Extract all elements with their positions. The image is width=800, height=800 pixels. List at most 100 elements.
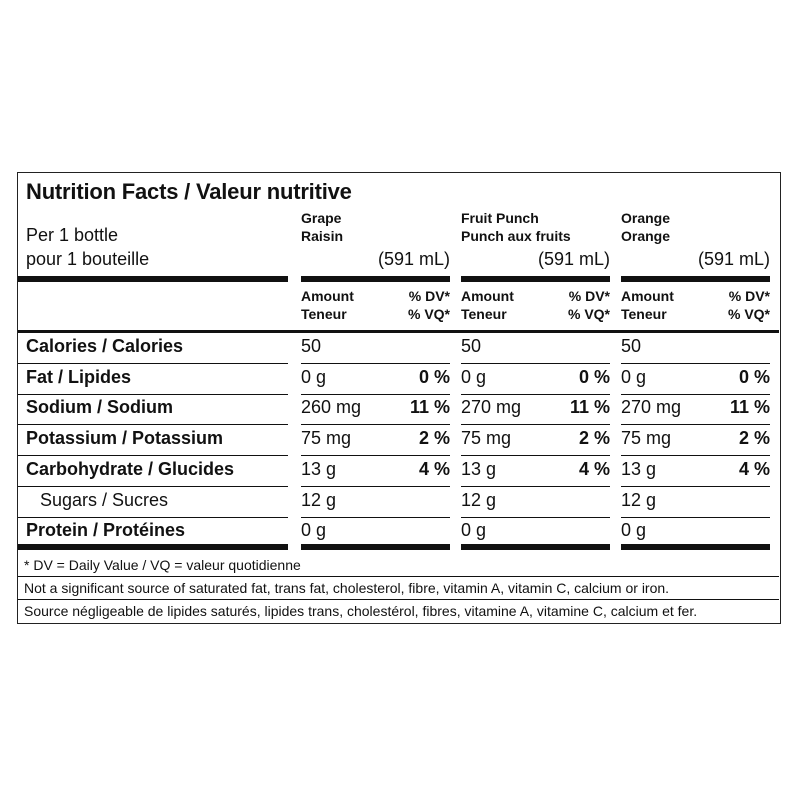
nutrient-dv-percent: 4 % xyxy=(621,459,770,480)
flavor-name-fr: Punch aux fruits xyxy=(461,228,571,244)
dv-percent-value: 2 % xyxy=(418,428,450,448)
dv-percent-value: 11 % xyxy=(569,397,610,417)
amount-header-fr: Teneur xyxy=(301,306,347,322)
nutrient-amount: 0 g xyxy=(301,367,327,387)
column-header-rule xyxy=(301,276,450,282)
dv-percent-value: 4 % xyxy=(738,459,770,479)
flavor-name-en: Fruit Punch xyxy=(461,210,539,226)
dv-percent-value: 11 % xyxy=(409,397,450,417)
flavor-volume: (591 mL) xyxy=(377,249,450,269)
row-divider xyxy=(301,455,450,456)
footnote-dv: * DV = Daily Value / VQ = valeur quotidi… xyxy=(24,557,301,573)
nutrient-dv-percent: 0 % xyxy=(621,367,770,388)
column-header-rule xyxy=(461,276,610,282)
nutrient-amount: 50 xyxy=(461,336,482,356)
row-divider xyxy=(301,363,450,364)
row-divider xyxy=(461,455,610,456)
nutrient-amount: 12 g xyxy=(461,490,497,510)
column-bottom-rule xyxy=(621,544,770,550)
footnote-fr: Source négligeable de lipides saturés, l… xyxy=(24,603,698,619)
left-bottom-rule xyxy=(18,544,288,550)
row-divider xyxy=(301,424,450,425)
dv-header-en: % DV* xyxy=(408,288,450,304)
row-divider xyxy=(461,363,610,364)
footnote-en: Not a significant source of saturated fa… xyxy=(24,580,670,596)
dv-percent-value: 4 % xyxy=(578,459,610,479)
row-divider xyxy=(621,424,770,425)
dv-percent-value: 11 % xyxy=(729,397,770,417)
nutrient-dv-percent: 2 % xyxy=(621,428,770,449)
nutrient-amount: 270 mg xyxy=(461,397,522,417)
column-bottom-rule xyxy=(301,544,450,550)
dv-header-fr: % VQ* xyxy=(567,306,610,322)
dv-header-en: % DV* xyxy=(568,288,610,304)
dv-header-fr: % VQ* xyxy=(407,306,450,322)
nutrient-amount: 260 mg xyxy=(301,397,362,417)
amount-header-en: Amount xyxy=(301,288,354,304)
amount-header-en: Amount xyxy=(621,288,674,304)
nutrient-label: Sugars / Sucres xyxy=(40,490,169,510)
nutrient-amount: 0 g xyxy=(461,520,487,540)
serving-size-fr: pour 1 bouteille xyxy=(26,249,150,269)
row-divider xyxy=(461,486,610,487)
dv-percent-value: 0 % xyxy=(578,367,610,387)
dv-percent-value: 0 % xyxy=(738,367,770,387)
row-divider xyxy=(621,455,770,456)
dv-percent-value: 0 % xyxy=(418,367,450,387)
nutrient-amount: 75 mg xyxy=(621,428,672,448)
nutrient-amount: 12 g xyxy=(301,490,337,510)
nutrient-amount: 75 mg xyxy=(461,428,512,448)
amount-header-fr: Teneur xyxy=(621,306,667,322)
flavor-volume: (591 mL) xyxy=(697,249,770,269)
column-header-rule xyxy=(621,276,770,282)
dv-header-fr: % VQ* xyxy=(727,306,770,322)
nutrient-dv-percent: 0 % xyxy=(301,367,450,388)
flavor-name-fr: Raisin xyxy=(301,228,344,244)
nutrient-top-rule xyxy=(18,330,779,333)
footnote-divider xyxy=(18,576,779,577)
nutrient-label: Protein / Protéines xyxy=(26,520,186,540)
row-divider xyxy=(18,486,288,487)
nutrient-label: Sodium / Sodium xyxy=(26,397,173,417)
row-divider xyxy=(621,363,770,364)
header-thick-rule xyxy=(18,276,288,282)
row-divider xyxy=(461,394,610,395)
row-divider xyxy=(301,486,450,487)
row-divider xyxy=(301,517,450,518)
serving-size-en: Per 1 bottle xyxy=(26,225,119,245)
nutrient-dv-percent: 4 % xyxy=(301,459,450,480)
amount-header-en: Amount xyxy=(461,288,514,304)
nutrient-dv-percent: 11 % xyxy=(301,397,450,418)
nutrient-amount: 13 g xyxy=(621,459,657,479)
nutrient-label: Calories / Calories xyxy=(26,336,184,356)
nutrient-label: Potassium / Potassium xyxy=(26,428,224,448)
row-divider xyxy=(621,486,770,487)
nutrient-dv-percent: 2 % xyxy=(461,428,610,449)
nutrient-amount: 0 g xyxy=(621,520,647,540)
nutrient-dv-percent: 11 % xyxy=(621,397,770,418)
dv-header-en: % DV* xyxy=(728,288,770,304)
row-divider xyxy=(621,517,770,518)
row-divider xyxy=(621,394,770,395)
row-divider xyxy=(461,424,610,425)
nutrient-amount: 0 g xyxy=(621,367,647,387)
column-bottom-rule xyxy=(461,544,610,550)
nutrient-amount: 13 g xyxy=(301,459,337,479)
row-divider xyxy=(18,394,288,395)
nutrient-amount: 12 g xyxy=(621,490,657,510)
row-divider xyxy=(18,363,288,364)
nutrient-dv-percent: 0 % xyxy=(461,367,610,388)
row-divider xyxy=(18,517,288,518)
nutrition-facts-panel: Nutrition Facts / Valeur nutritive Per 1… xyxy=(17,172,781,624)
nutrient-amount: 50 xyxy=(621,336,642,356)
nutrient-amount: 50 xyxy=(301,336,322,356)
dv-percent-value: 4 % xyxy=(418,459,450,479)
nutrient-amount: 270 mg xyxy=(621,397,682,417)
nutrient-amount: 0 g xyxy=(301,520,327,540)
row-divider xyxy=(18,424,288,425)
flavor-name-fr: Orange xyxy=(621,228,671,244)
nutrient-label: Fat / Lipides xyxy=(26,367,132,387)
nutrient-dv-percent: 2 % xyxy=(301,428,450,449)
flavor-name-en: Orange xyxy=(621,210,671,226)
nutrient-dv-percent: 11 % xyxy=(461,397,610,418)
